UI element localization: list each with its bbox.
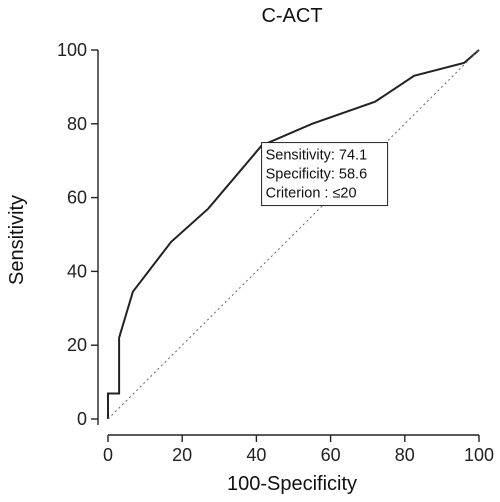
- y-tick-label: 40: [67, 261, 87, 281]
- ticks: 0 20 40 60 80 100 0 20 40 60 80 100: [57, 40, 494, 465]
- roc-curve: [107, 49, 480, 419]
- y-tick-label: 100: [57, 40, 87, 60]
- x-tick-label: 60: [321, 445, 341, 465]
- annotation-criterion: Criterion : ≤20: [266, 186, 357, 202]
- annotation-sensitivity: Sensitivity: 74.1: [266, 148, 368, 164]
- annotation-specificity: Specificity: 58.6: [266, 167, 368, 183]
- y-axis-title: Sensitivity: [6, 195, 28, 285]
- chart-title: C-ACT: [261, 5, 322, 27]
- x-tick-label: 20: [172, 445, 192, 465]
- y-tick-label: 0: [77, 409, 87, 429]
- x-axis-title: 100-Specificity: [227, 473, 357, 495]
- x-tick-label: 40: [246, 445, 266, 465]
- annotation-box-frame: [261, 142, 389, 207]
- reference-diagonal-line: [107, 49, 480, 420]
- x-tick-label: 0: [103, 445, 113, 465]
- axes: [97, 50, 479, 436]
- x-tick-label: 100: [464, 445, 494, 465]
- y-tick-label: 20: [67, 335, 87, 355]
- criterion-annotation: Sensitivity: 74.1 Specificity: 58.6 Crit…: [261, 142, 389, 207]
- x-tick-label: 80: [395, 445, 415, 465]
- plot-area: [107, 49, 480, 420]
- y-tick-label: 60: [67, 188, 87, 208]
- y-tick-label: 80: [67, 114, 87, 134]
